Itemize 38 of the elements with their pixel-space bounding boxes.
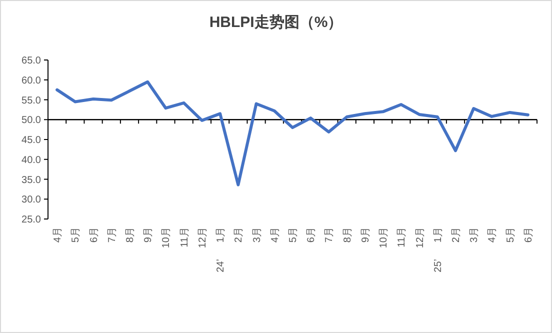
- y-tick-label: 60.0: [22, 75, 42, 86]
- y-tick-label: 25.0: [22, 214, 42, 226]
- line-series: [56, 80, 530, 186]
- y-tick-label: 30.0: [22, 194, 42, 206]
- x-tick-label: 6月: [523, 227, 534, 243]
- category-label: 1月 25’: [432, 227, 444, 272]
- y-tick-label: 50.0: [22, 115, 42, 126]
- y-tick-label: 40.0: [22, 154, 42, 166]
- x-tick-label: 3月: [252, 227, 263, 243]
- x-tick-label: 8月: [342, 227, 354, 243]
- x-tick-label: 5月: [70, 227, 82, 243]
- chart-title: HBLPI走势图（%）: [209, 14, 343, 31]
- x-tick-label: 7月: [324, 227, 336, 243]
- x-tick-label: 5月: [288, 227, 299, 243]
- y-tick-label: 55.0: [22, 95, 42, 106]
- x-tick-label: 12月: [414, 227, 426, 248]
- x-tick-label: 2月: [234, 227, 245, 243]
- y-tick-label: 65.0: [22, 56, 42, 66]
- x-tick-label: 2月: [451, 227, 462, 243]
- x-tick-label: 10月: [378, 227, 390, 248]
- x-tick-label: 12月: [197, 227, 208, 248]
- x-tick-label: 11月: [179, 227, 190, 248]
- x-tick-label: 4月: [487, 227, 498, 243]
- x-tick-label: 3月: [469, 227, 480, 243]
- x-tick-label: 11月: [396, 227, 408, 248]
- category-label: 1月 24’: [216, 227, 227, 272]
- x-tick-label: 10月: [161, 227, 172, 248]
- y-tick-label: 45.0: [22, 135, 42, 146]
- x-tick-label: 6月: [306, 227, 318, 243]
- x-tick-label: 8月: [125, 227, 136, 243]
- x-tick-label: 4月: [270, 227, 281, 243]
- x-tick-label: 7月: [106, 227, 118, 243]
- x-tick-label: 9月: [143, 227, 154, 243]
- x-tick-label: 6月: [88, 227, 100, 243]
- x-tick-label: 5月: [505, 227, 516, 243]
- x-tick-label: 9月: [360, 227, 372, 243]
- x-tick-label: 4月: [52, 227, 64, 243]
- y-tick-label: 35.0: [22, 174, 42, 186]
